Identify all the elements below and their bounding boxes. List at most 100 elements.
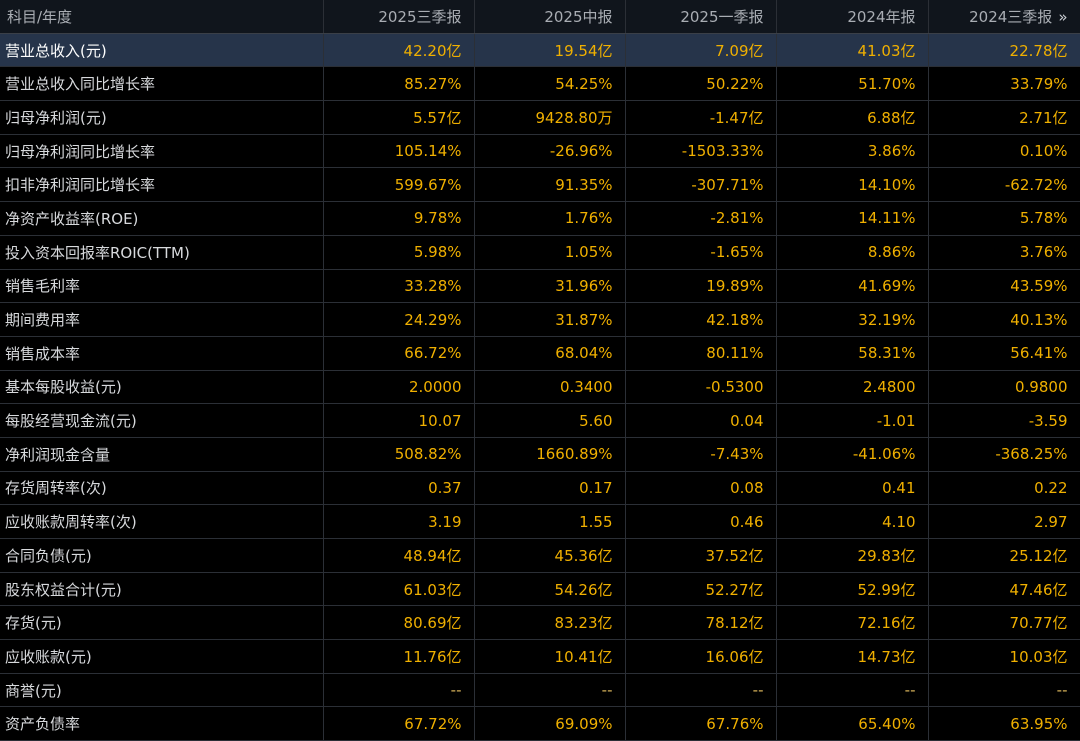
table-row[interactable]: 营业总收入同比增长率 85.27% 54.25% 50.22% 51.70% 33.79%	[0, 66, 1080, 102]
cell-value: 14.11%	[776, 201, 929, 236]
row-label: 归母净利润(元)	[0, 100, 324, 135]
cell-value: -2.81%	[625, 201, 777, 236]
row-label: 每股经营现金流(元)	[0, 403, 324, 438]
table-row[interactable]: 每股经营现金流(元) 10.07 5.60 0.04 -1.01 -3.59	[0, 403, 1080, 438]
table-row[interactable]: 商誉(元) -- -- -- -- --	[0, 673, 1080, 708]
cell-value: 1660.89%	[474, 437, 626, 472]
cell-value: 70.77亿	[928, 605, 1080, 641]
cell-value: 72.16亿	[776, 605, 929, 641]
column-header-period[interactable]: 2024年报	[776, 0, 929, 34]
cell-value: 3.86%	[776, 134, 929, 169]
row-label: 扣非净利润同比增长率	[0, 167, 324, 203]
cell-value: 10.03亿	[928, 639, 1080, 674]
column-header-period[interactable]: 2025三季报	[323, 0, 475, 34]
cell-value: -307.71%	[625, 167, 777, 203]
cell-value: 3.19	[323, 504, 475, 539]
cell-value: -0.5300	[625, 370, 777, 405]
row-label: 净利润现金含量	[0, 437, 324, 472]
cell-value: 1.05%	[474, 235, 626, 270]
cell-value: 8.86%	[776, 235, 929, 270]
cell-value: 52.27亿	[625, 572, 777, 607]
cell-value: 3.76%	[928, 235, 1080, 270]
cell-value: 41.69%	[776, 269, 929, 304]
row-label: 营业总收入(元)	[0, 33, 324, 68]
table-row[interactable]: 应收账款周转率(次) 3.19 1.55 0.46 4.10 2.97	[0, 504, 1080, 539]
cell-value: 0.04	[625, 403, 777, 438]
cell-value: 24.29%	[323, 302, 475, 337]
cell-value: 5.60	[474, 403, 626, 438]
cell-value: 63.95%	[928, 706, 1080, 741]
cell-value: 11.76亿	[323, 639, 475, 674]
table-row[interactable]: 销售毛利率 33.28% 31.96% 19.89% 41.69% 43.59%	[0, 269, 1080, 304]
cell-value: -1.65%	[625, 235, 777, 270]
table-row[interactable]: 净利润现金含量 508.82% 1660.89% -7.43% -41.06% -368.…	[0, 437, 1080, 472]
table-row[interactable]: 合同负债(元) 48.94亿 45.36亿 37.52亿 29.83亿 25.12亿	[0, 538, 1080, 573]
row-label: 销售成本率	[0, 336, 324, 371]
cell-value: --	[776, 673, 929, 708]
row-label: 合同负债(元)	[0, 538, 324, 573]
cell-value: 19.54亿	[474, 33, 626, 68]
table-row[interactable]: 归母净利润(元) 5.57亿 9428.80万 -1.47亿 6.88亿 2.71亿	[0, 100, 1080, 135]
cell-value: 599.67%	[323, 167, 475, 203]
row-label: 应收账款(元)	[0, 639, 324, 674]
cell-value: 25.12亿	[928, 538, 1080, 573]
column-header-period[interactable]: 2025中报	[474, 0, 626, 34]
cell-value: 5.98%	[323, 235, 475, 270]
table-row[interactable]: 营业总收入(元) 42.20亿 19.54亿 7.09亿 41.03亿 22.78亿	[0, 33, 1080, 68]
row-label: 存货(元)	[0, 605, 324, 641]
cell-value: 1.76%	[474, 201, 626, 236]
cell-value: 0.17	[474, 471, 626, 506]
cell-value: 45.36亿	[474, 538, 626, 573]
cell-value: --	[928, 673, 1080, 708]
cell-value: -3.59	[928, 403, 1080, 438]
cell-value: 2.4800	[776, 370, 929, 405]
cell-value: 47.46亿	[928, 572, 1080, 607]
cell-value: 50.22%	[625, 66, 777, 102]
cell-value: 54.26亿	[474, 572, 626, 607]
table-row[interactable]: 股东权益合计(元) 61.03亿 54.26亿 52.27亿 52.99亿 47.46亿	[0, 572, 1080, 607]
row-label: 营业总收入同比增长率	[0, 66, 324, 102]
table-row[interactable]: 净资产收益率(ROE) 9.78% 1.76% -2.81% 14.11% 5.78%	[0, 201, 1080, 236]
cell-value: 9.78%	[323, 201, 475, 236]
cell-value: 42.20亿	[323, 33, 475, 68]
cell-value: --	[625, 673, 777, 708]
cell-value: --	[323, 673, 475, 708]
cell-value: 40.13%	[928, 302, 1080, 337]
table-row[interactable]: 销售成本率 66.72% 68.04% 80.11% 58.31% 56.41%	[0, 336, 1080, 371]
cell-value: 31.87%	[474, 302, 626, 337]
double-chevron-right-icon[interactable]: »	[1058, 7, 1068, 26]
row-label: 商誉(元)	[0, 673, 324, 708]
cell-value: 52.99亿	[776, 572, 929, 607]
table-row[interactable]: 资产负债率 67.72% 69.09% 67.76% 65.40% 63.95%	[0, 706, 1080, 741]
cell-value: 58.31%	[776, 336, 929, 371]
cell-value: 0.08	[625, 471, 777, 506]
table-row[interactable]: 存货周转率(次) 0.37 0.17 0.08 0.41 0.22	[0, 471, 1080, 506]
header-label: 科目/年度	[0, 0, 324, 34]
column-header-period[interactable]: 2025一季报	[625, 0, 777, 34]
cell-value: 508.82%	[323, 437, 475, 472]
cell-value: 32.19%	[776, 302, 929, 337]
column-header-period[interactable]: 2024三季报»	[928, 0, 1080, 34]
cell-value: 0.22	[928, 471, 1080, 506]
cell-value: 5.57亿	[323, 100, 475, 135]
table-row[interactable]: 归母净利润同比增长率 105.14% -26.96% -1503.33% 3.86% 0.…	[0, 134, 1080, 169]
cell-value: 31.96%	[474, 269, 626, 304]
table-row[interactable]: 扣非净利润同比增长率 599.67% 91.35% -307.71% 14.10% -62…	[0, 167, 1080, 203]
cell-value: 9428.80万	[474, 100, 626, 135]
cell-value: 78.12亿	[625, 605, 777, 641]
cell-value: 10.41亿	[474, 639, 626, 674]
header-row: 科目/年度 2025三季报 2025中报 2025一季报 2024年报 2024…	[0, 0, 1080, 34]
table-row[interactable]: 应收账款(元) 11.76亿 10.41亿 16.06亿 14.73亿 10.03亿	[0, 639, 1080, 674]
table-row[interactable]: 存货(元) 80.69亿 83.23亿 78.12亿 72.16亿 70.77亿	[0, 605, 1080, 641]
cell-value: 67.72%	[323, 706, 475, 741]
table-row[interactable]: 期间费用率 24.29% 31.87% 42.18% 32.19% 40.13%	[0, 302, 1080, 337]
cell-value: 37.52亿	[625, 538, 777, 573]
row-label: 期间费用率	[0, 302, 324, 337]
table-row[interactable]: 基本每股收益(元) 2.0000 0.3400 -0.5300 2.4800 0.9800	[0, 370, 1080, 405]
cell-value: 14.73亿	[776, 639, 929, 674]
cell-value: 22.78亿	[928, 33, 1080, 68]
cell-value: 10.07	[323, 403, 475, 438]
cell-value: 14.10%	[776, 167, 929, 203]
table-row[interactable]: 投入资本回报率ROIC(TTM) 5.98% 1.05% -1.65% 8.86% 3.7…	[0, 235, 1080, 270]
